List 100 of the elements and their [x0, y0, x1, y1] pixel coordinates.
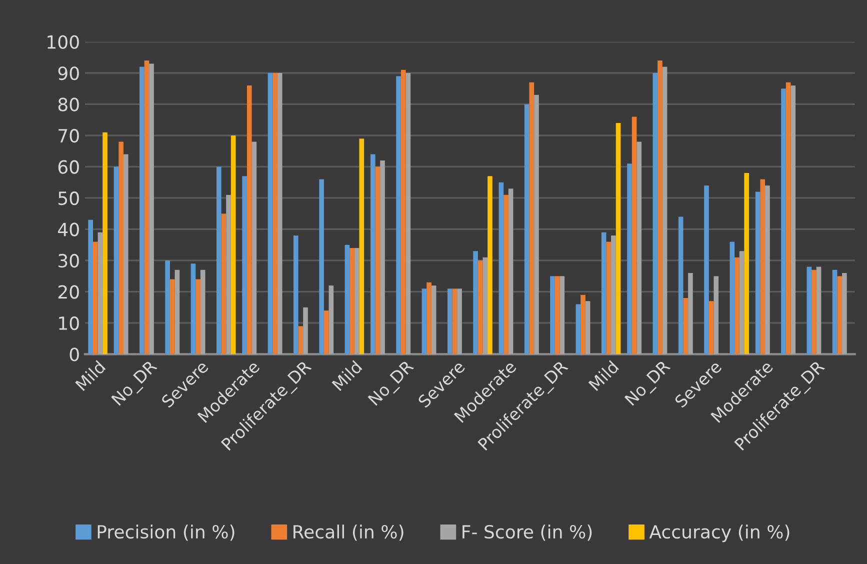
legend-label: Accuracy (in %): [649, 524, 790, 542]
bar: [708, 301, 714, 354]
bar: [92, 242, 98, 354]
bar: [226, 194, 231, 354]
y-tick-label: 10: [59, 316, 79, 330]
bar: [704, 185, 709, 354]
bar: [452, 288, 458, 354]
bar: [632, 116, 637, 354]
bar: [636, 142, 642, 354]
bar: [498, 182, 504, 354]
y-tick-label: 80: [58, 98, 79, 112]
bar: [149, 64, 154, 354]
y-tick-label: 90: [58, 66, 79, 80]
bar: [478, 260, 483, 354]
bar: [816, 266, 822, 354]
bar: [380, 160, 385, 354]
bar: [627, 164, 632, 354]
bar: [221, 214, 226, 354]
y-tick-label: 70: [58, 128, 79, 143]
bar: [616, 122, 621, 354]
bar: [739, 251, 744, 354]
bar: [216, 166, 222, 354]
y-tick-label: 30: [58, 254, 79, 268]
bar: [806, 266, 812, 354]
bar: [298, 326, 304, 354]
bar: [760, 179, 766, 354]
bar: [170, 279, 175, 354]
bar: [658, 60, 662, 354]
bar: [293, 235, 298, 354]
legend-label: F- Score (in %): [462, 524, 592, 541]
bar: [662, 66, 668, 354]
bar: [678, 216, 684, 354]
y-tick-label: 50: [58, 191, 79, 206]
bar: [242, 176, 247, 354]
bar: [422, 288, 427, 354]
bar: [328, 285, 334, 354]
bar: [144, 60, 150, 354]
bar: [426, 282, 432, 354]
bar: [550, 276, 555, 354]
y-tick-label: 0: [70, 348, 79, 362]
bar: [812, 270, 816, 354]
bar: [88, 220, 93, 354]
bar: [683, 298, 688, 354]
bar: [765, 185, 770, 354]
bar: [601, 232, 606, 354]
bar: [252, 142, 257, 354]
bar: [611, 235, 616, 354]
bar: [370, 154, 376, 354]
bar: [268, 72, 273, 354]
y-tick-label: 20: [58, 285, 79, 299]
bar: [406, 72, 411, 354]
bar: [560, 276, 565, 354]
bar: [140, 66, 144, 354]
legend-label: Precision (in %): [98, 524, 234, 541]
bar: [524, 104, 530, 354]
bar: [303, 307, 308, 354]
bar: [400, 70, 406, 354]
bar: [755, 192, 760, 354]
bar: [508, 188, 514, 354]
bar: [842, 272, 847, 354]
bar: [652, 72, 658, 354]
bar: [734, 257, 740, 354]
bar: [534, 94, 539, 354]
y-tick-label: 100: [48, 35, 79, 49]
bar: [230, 135, 236, 354]
bar: [272, 72, 278, 354]
bar: [350, 248, 354, 354]
bar: [118, 142, 124, 354]
bar: [200, 270, 206, 354]
bar: [190, 264, 196, 354]
y-tick-label: 60: [58, 160, 79, 174]
bar: [790, 85, 796, 354]
bar: [165, 260, 170, 354]
bar: [504, 194, 508, 354]
bar: [324, 310, 329, 354]
bar: [529, 82, 534, 354]
bar: [714, 276, 719, 354]
bar: [375, 166, 380, 354]
bar: [396, 76, 401, 354]
bar: [473, 251, 478, 354]
bar: [123, 154, 128, 354]
bar: [786, 82, 791, 354]
bar: [837, 276, 842, 354]
bar: [114, 166, 119, 354]
bar: [246, 85, 252, 354]
bar: [744, 172, 749, 354]
bar: [457, 288, 462, 354]
bar: [98, 232, 103, 354]
bar: [277, 72, 282, 354]
bar: [606, 242, 612, 354]
bar: [102, 132, 108, 354]
bar: [431, 285, 436, 354]
legend-label: Recall (in %): [294, 524, 404, 541]
bar: [730, 242, 735, 354]
bar: [576, 304, 581, 354]
bar: [585, 301, 590, 354]
bar: [447, 288, 452, 354]
bar: [482, 257, 488, 354]
bar: [174, 270, 180, 354]
bar: [319, 179, 324, 354]
